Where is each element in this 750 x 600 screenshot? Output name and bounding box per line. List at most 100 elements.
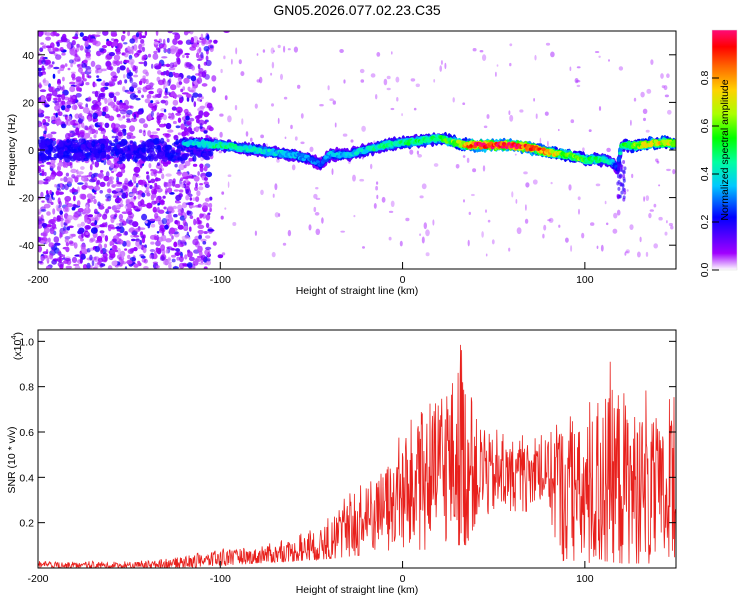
spectrogram-cell: [38, 260, 43, 264]
spectrogram-cell: [45, 176, 51, 182]
spectrogram-cell: [102, 31, 109, 36]
spectrogram-cell: [197, 171, 200, 176]
spectrogram-cell: [200, 254, 206, 261]
spectrogram-cell: [173, 189, 180, 192]
spectrogram-cell: [93, 134, 97, 139]
spectrogram-cell: [76, 174, 82, 178]
spectrogram-cell: [61, 93, 66, 101]
spectrogram-cell: [147, 53, 152, 58]
spectrogram-cell: [376, 181, 379, 185]
spectrogram-cell: [156, 128, 161, 131]
spectrogram-cell: [118, 79, 123, 85]
spectrogram-cell: [85, 231, 89, 236]
spectrogram-cell: [87, 69, 92, 72]
spectrogram-cell: [166, 246, 173, 250]
spectrogram-cell: [126, 259, 133, 265]
spectrogram-cell: [152, 186, 160, 189]
spectrogram-cell: [203, 231, 208, 234]
spectrogram-cell: [558, 224, 561, 228]
spectrogram-cell: [204, 41, 210, 45]
spectrogram-cell: [569, 66, 572, 72]
snr-series-line: [38, 344, 676, 568]
spectrogram-cell: [485, 209, 487, 213]
spectrogram-cell: [619, 182, 623, 187]
spectrogram-cell: [124, 248, 128, 251]
spectrogram-cell: [130, 61, 134, 69]
spectrogram-cell: [72, 143, 78, 150]
spectrogram-cell: [399, 240, 403, 247]
spectrogram-cell: [199, 213, 203, 219]
spectrogram-cell: [137, 50, 142, 53]
spectrogram-cell: [156, 162, 161, 167]
spectrogram-cell: [577, 196, 581, 201]
spectrogram-cell: [161, 56, 168, 59]
spectrogram-cell: [158, 123, 166, 128]
spectrogram-cell: [639, 236, 642, 243]
spectrogram-cell: [190, 149, 194, 155]
chart-title: GN05.2026.077.02.23.C35: [273, 2, 441, 18]
spectrogram-cell: [165, 122, 172, 130]
spectrogram-cell: [97, 201, 101, 207]
spectrogram-cell: [44, 239, 48, 245]
spectrogram-cell: [444, 62, 447, 70]
spectrogram-cell: [128, 228, 133, 233]
spectrogram-cell: [672, 169, 676, 175]
spectrogram-cell: [77, 223, 82, 228]
spectrogram-cell: [111, 244, 118, 252]
spectrogram-cell: [57, 154, 64, 159]
spectrogram-cell: [135, 97, 141, 101]
spectrogram-cell: [43, 203, 51, 209]
spectrogram-cell: [162, 114, 167, 121]
colorbar-tick-label: 0.8: [699, 71, 711, 86]
spectrogram-cell: [193, 218, 197, 226]
spectrogram-cell: [235, 47, 238, 55]
spectrogram-cell: [194, 115, 201, 120]
spectrogram-cell: [103, 243, 107, 248]
spectrogram-cell: [419, 195, 424, 199]
spectrogram-cell: [187, 251, 193, 258]
spectrogram-cell: [152, 169, 158, 173]
spectrogram-cell: [352, 174, 356, 182]
spectrogram-cell: [177, 40, 183, 45]
spectrogram-cell: [219, 131, 223, 138]
y-tick-label: 0.8: [19, 382, 34, 394]
spectrogram-cell: [300, 113, 304, 119]
spectrogram-cell: [455, 164, 460, 169]
spectrogram-cell: [66, 119, 70, 122]
spectrogram-cell: [388, 210, 394, 213]
spectrogram-cell: [60, 178, 64, 181]
spectrogram-cell: [383, 78, 388, 86]
spectrogram-cell: [640, 91, 645, 98]
spectrogram-cell: [85, 204, 89, 211]
spectrogram-cell: [115, 188, 121, 192]
spectrogram-cell: [217, 254, 224, 259]
spectrogram-cell: [188, 157, 193, 162]
spectrogram-cell: [85, 56, 92, 61]
spectrogram-cell: [308, 224, 312, 231]
spectrogram-cell: [361, 125, 366, 132]
spectrogram-cell: [184, 160, 191, 167]
spectrogram-cell: [618, 151, 623, 156]
spectrogram-cell: [287, 229, 292, 237]
spectrogram-cell: [55, 112, 58, 118]
spectrogram-cell: [103, 158, 107, 166]
spectrogram-cell: [154, 177, 161, 182]
spectrogram-cell: [38, 67, 43, 72]
spectrogram-cell: [381, 196, 386, 203]
spectrogram-cell: [78, 138, 85, 143]
spectrogram-cell: [245, 131, 249, 137]
spectrogram-cell: [181, 92, 189, 95]
spectrogram-cell: [155, 93, 158, 98]
spectrogram-cell: [598, 106, 602, 111]
spectrogram-cell: [613, 212, 618, 219]
spectrogram-cell: [590, 222, 595, 226]
spectrogram-cell: [472, 48, 477, 52]
spectrogram-cell: [150, 194, 155, 201]
spectrogram-cell: [462, 102, 466, 105]
spectrogram-cell: [168, 78, 172, 84]
spectrogram-cell: [49, 253, 54, 260]
spectrogram-cell: [104, 97, 108, 105]
spectrogram-cell: [126, 118, 131, 121]
spectrogram-cell: [152, 206, 157, 213]
